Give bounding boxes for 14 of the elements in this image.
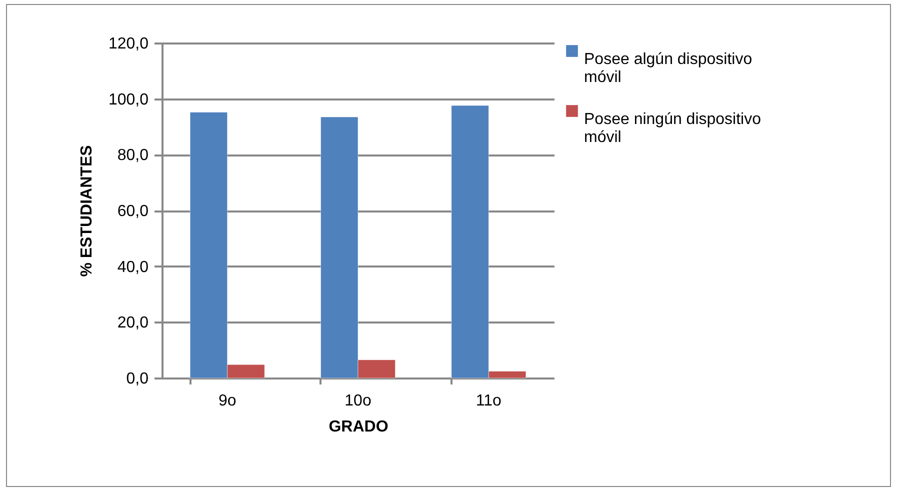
x-tick-label: 11o xyxy=(476,392,502,410)
y-tick-label: 80,0 xyxy=(117,147,149,164)
y-axis-title: % ESTUDIANTES xyxy=(78,144,96,277)
y-tick-label: 0,0 xyxy=(126,370,149,388)
x-tick-label: 9o xyxy=(218,392,236,410)
x-tick-label: 10o xyxy=(344,392,372,410)
y-tick-label: 40,0 xyxy=(117,258,149,276)
legend-label: Posee algún dispositivo móvil xyxy=(584,51,752,86)
y-tick-label: 20,0 xyxy=(117,314,149,332)
x-axis-title: GRADO xyxy=(328,418,388,436)
y-tick-label: 60,0 xyxy=(117,203,149,220)
y-tick-label: 100,0 xyxy=(108,91,149,108)
legend-label: Posee ningún dispositivo móvil xyxy=(584,111,762,146)
y-tick-label: 120,0 xyxy=(108,36,149,52)
